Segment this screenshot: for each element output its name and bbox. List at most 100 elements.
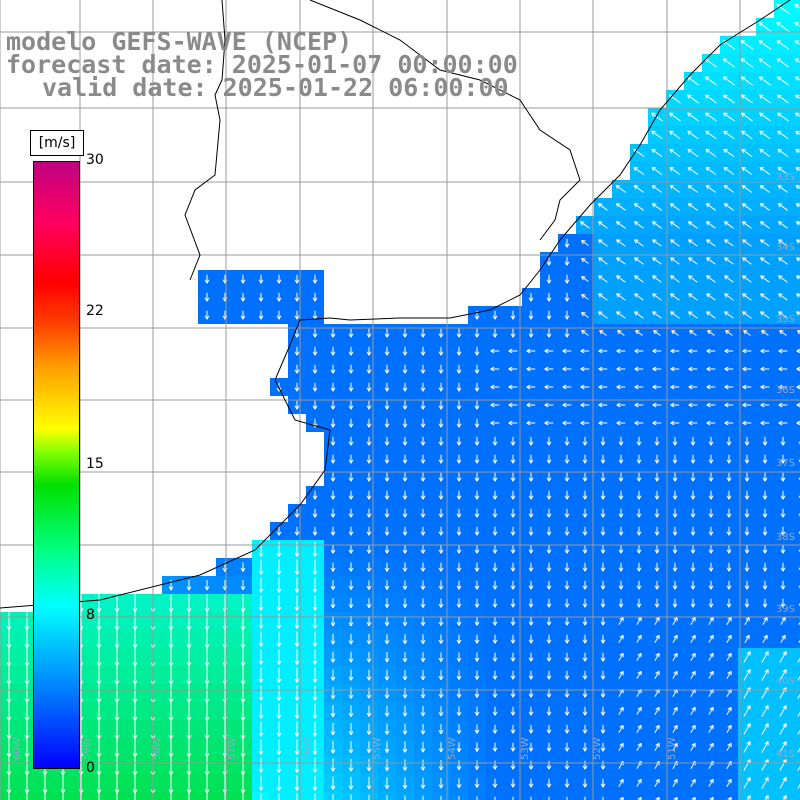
wind-arrow [633, 166, 645, 176]
wind-arrow-head [778, 257, 783, 259]
wind-arrow-head [777, 167, 781, 172]
field-cell [504, 792, 522, 800]
wind-arrow [742, 275, 752, 283]
wind-arrow-head [669, 167, 673, 172]
wind-arrow-head [579, 221, 583, 226]
wind-arrow-head [760, 257, 765, 259]
wind-arrow-head [634, 366, 639, 370]
wind-arrow-head [580, 384, 585, 388]
wind-arrow-head [778, 275, 783, 277]
wind-arrow-head [204, 315, 208, 320]
wind-arrow-head [332, 405, 336, 410]
lon-label: 57W [227, 737, 238, 760]
lat-label: 35S [776, 314, 795, 325]
wind-arrow-head [777, 149, 781, 154]
wind-arrow-head [758, 58, 762, 63]
wind-arrow [705, 130, 717, 140]
wind-arrow-head [743, 329, 748, 332]
wind-arrow-head [740, 40, 746, 42]
wind-arrow-head [634, 257, 639, 259]
wind-arrow [706, 293, 716, 301]
wind-arrow-head [294, 333, 298, 338]
wind-arrow-head [688, 350, 693, 354]
wind-arrow-head [296, 279, 300, 284]
wind-arrow-head [508, 348, 513, 352]
wind-arrow-head [598, 311, 603, 313]
wind-arrow-head [671, 330, 674, 335]
wind-arrow [759, 203, 771, 211]
wind-arrow [580, 221, 590, 229]
wind-arrow-head [492, 315, 496, 320]
wind-arrow-head [760, 420, 765, 424]
wind-arrow-head [741, 130, 746, 133]
wind-arrow-head [490, 420, 495, 424]
wind-arrow-head [706, 420, 711, 424]
wind-arrow-head [204, 297, 208, 302]
wind-arrow-head [548, 333, 552, 338]
wind-arrow-head [796, 275, 799, 280]
wind-arrow-head [726, 441, 730, 446]
wind-arrow-head [438, 441, 442, 446]
wind-arrow-head [706, 184, 711, 187]
wind-arrow [723, 94, 735, 104]
wind-arrow-head [688, 348, 693, 352]
wind-arrow-head [795, 130, 798, 135]
wind-arrow-head [350, 351, 354, 356]
wind-arrow [652, 293, 662, 301]
wind-arrow-head [778, 275, 781, 280]
wind-arrow-head [616, 311, 619, 316]
field-cell [792, 72, 800, 90]
wind-arrow-head [634, 402, 639, 406]
wind-arrow-head [795, 94, 800, 96]
wind-arrow [598, 257, 608, 265]
wind-arrow-head [276, 315, 280, 320]
wind-arrow-head [778, 422, 783, 426]
field-cell [792, 180, 800, 198]
wind-arrow-head [580, 404, 585, 408]
wind-arrow-head [759, 203, 763, 208]
lat-label: 37S [776, 458, 795, 469]
wind-arrow [597, 203, 609, 211]
wind-arrow-head [795, 166, 800, 169]
wind-arrow [741, 130, 753, 140]
wind-arrow-head [741, 166, 747, 169]
wind-arrow-head [562, 350, 567, 354]
wind-arrow-head [723, 130, 726, 135]
wind-arrow-head [741, 112, 746, 115]
wind-arrow-head [778, 368, 783, 372]
wind-arrow [616, 275, 626, 283]
wind-arrow-head [616, 221, 621, 223]
wind-arrow-head [724, 239, 729, 241]
wind-arrow-head [778, 221, 783, 223]
wind-arrow-head [670, 311, 673, 316]
wind-arrow-head [598, 384, 603, 388]
wind-arrow-head [422, 333, 426, 338]
wind-arrow-head [548, 297, 552, 302]
wind-arrow-head [796, 239, 799, 244]
wind-arrow-head [669, 112, 672, 117]
wind-arrow-head [312, 279, 316, 284]
wind-arrow-head [312, 333, 316, 338]
wind-arrow-head [580, 402, 585, 406]
field-cell [792, 198, 800, 216]
wind-arrow-head [438, 333, 442, 338]
wind-arrow-head [474, 333, 478, 338]
wind-arrow-head [742, 203, 747, 205]
wind-arrow-head [490, 404, 495, 408]
wind-arrow-head [458, 369, 462, 374]
wind-arrow-head [206, 279, 210, 284]
wind-arrow-head [242, 279, 246, 284]
wind-arrow-head [638, 441, 642, 446]
wind-arrow-head [724, 239, 727, 244]
wind-arrow-head [688, 257, 691, 262]
wind-arrow-head [634, 184, 639, 187]
wind-arrow [776, 4, 790, 14]
wind-arrow [777, 130, 789, 140]
wind-arrow-head [669, 112, 674, 115]
wind-arrow-head [332, 441, 336, 446]
wind-arrow-head [777, 112, 782, 115]
field-cell [792, 162, 800, 180]
wind-arrow-head [618, 441, 622, 446]
wind-arrow-head [564, 261, 568, 266]
wind-arrow-head [687, 203, 691, 208]
